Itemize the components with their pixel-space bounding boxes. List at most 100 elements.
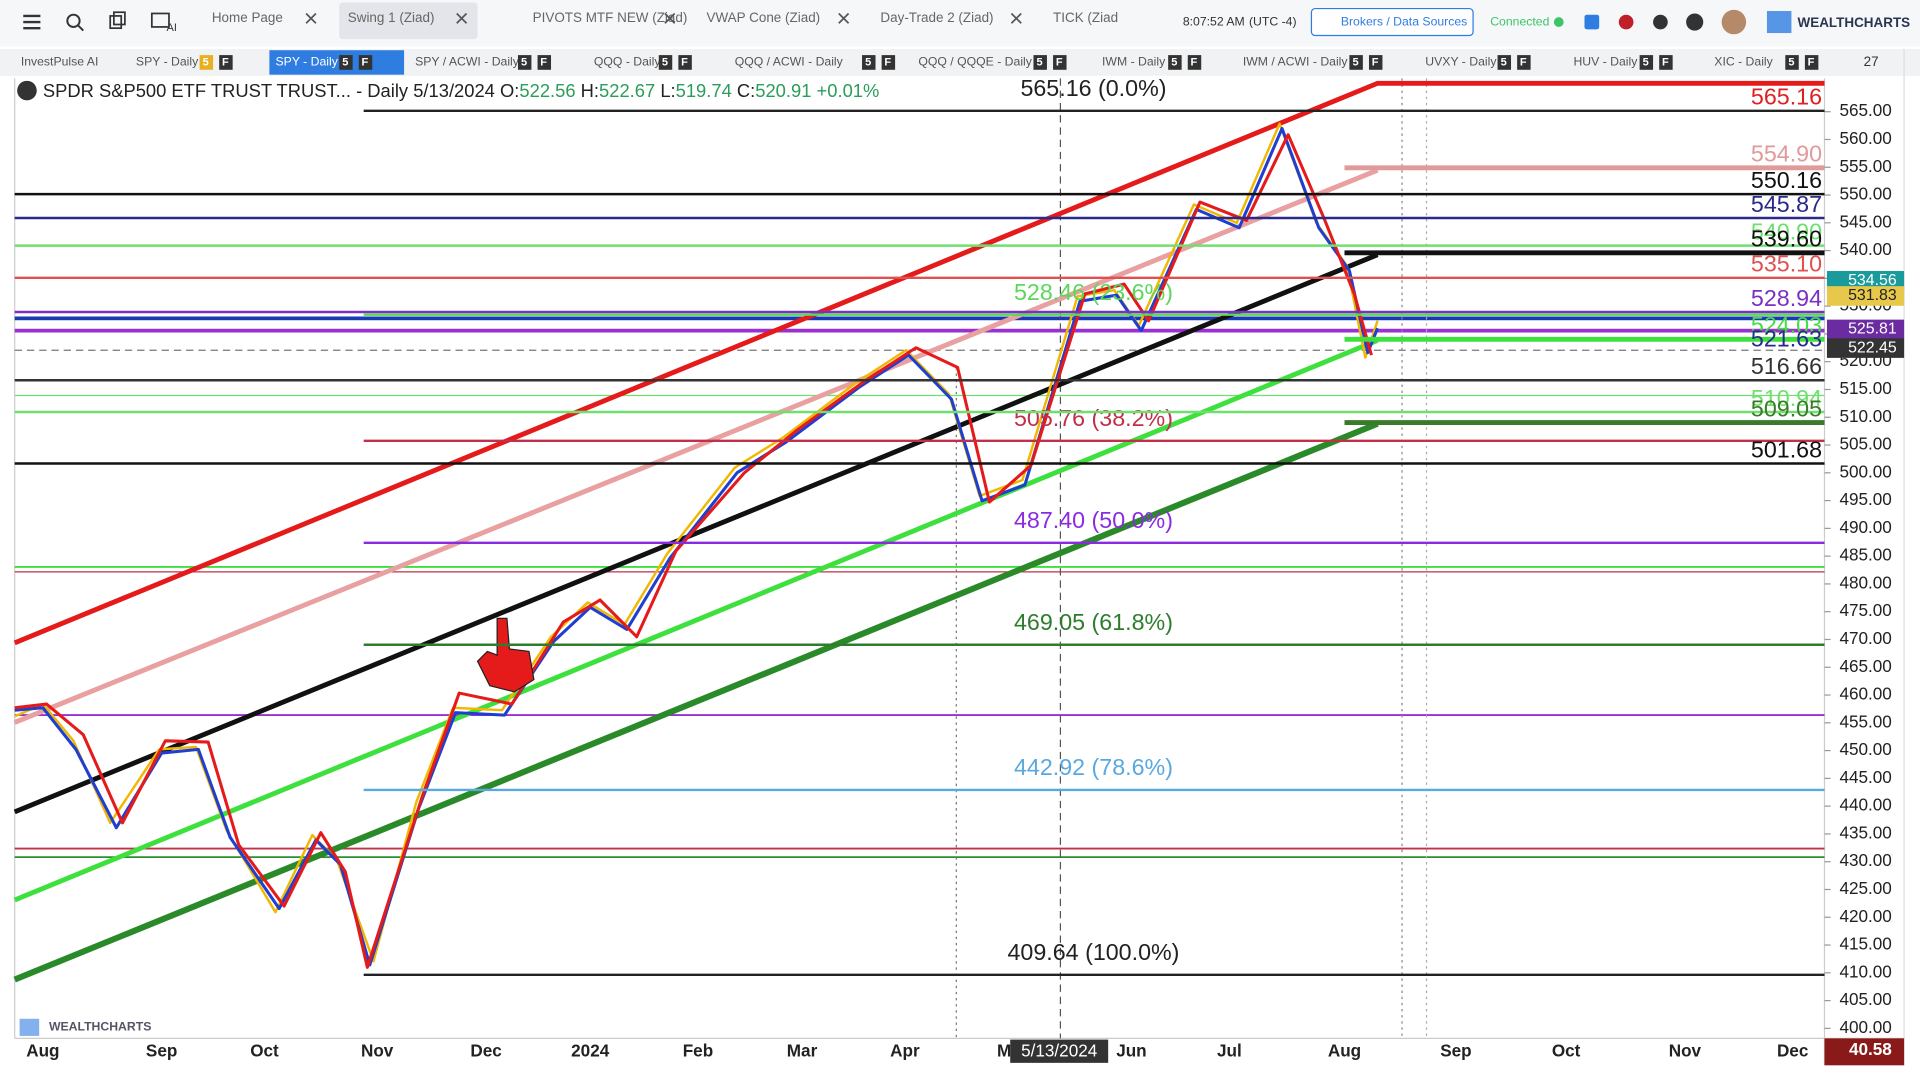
ohlc-value: 522.56 <box>519 80 575 101</box>
ohlc-value: 519.74 <box>676 80 732 101</box>
x-tick-label: Apr <box>890 1040 920 1060</box>
y-tick-label: 545.00 <box>1839 211 1891 231</box>
tab-close[interactable] <box>305 12 317 24</box>
chart-tab[interactable]: SPY - Daily <box>276 55 339 69</box>
y-tick-label: 555.00 <box>1839 156 1891 176</box>
y-tick-label: 560.00 <box>1839 128 1891 148</box>
more-tabs[interactable]: 27 <box>1864 54 1879 69</box>
y-tick-label: 430.00 <box>1839 850 1891 870</box>
tab-close[interactable] <box>838 12 850 24</box>
level-label: 540.90 <box>1751 218 1822 244</box>
y-tick-label: 565.00 <box>1839 100 1891 120</box>
chart-tab[interactable]: UVXY - Daily <box>1425 55 1497 69</box>
fib-label: 442.92 (78.6%) <box>1014 754 1173 780</box>
alerts-icon[interactable] <box>1618 14 1634 30</box>
tab[interactable]: Day-Trade 2 (Ziad) <box>880 10 993 25</box>
y-tick-label: 455.00 <box>1839 711 1891 731</box>
y-tick-label: 440.00 <box>1839 795 1891 815</box>
chart-tab[interactable]: SPY - Daily <box>136 55 199 69</box>
chart-tab[interactable]: InvestPulse AI <box>21 55 99 69</box>
help-icon[interactable] <box>1686 13 1704 31</box>
tab-badge: F <box>681 56 688 68</box>
y-tick-label: 510.00 <box>1839 406 1891 426</box>
axis-badge <box>1826 338 1905 358</box>
x-tick-label: Feb <box>683 1040 713 1060</box>
search-icon[interactable] <box>66 13 84 32</box>
settings-icon[interactable] <box>1653 14 1668 30</box>
y-tick-label: 490.00 <box>1839 517 1891 537</box>
tab-badge: F <box>1520 56 1527 68</box>
level-label: 521.63 <box>1751 326 1822 352</box>
chart-tab[interactable]: IWM - Daily <box>1102 55 1166 69</box>
x-tick-label: Oct <box>1552 1040 1581 1060</box>
fib-label: 528.46 (23.6%) <box>1014 279 1173 305</box>
ai-label: AI <box>167 22 177 34</box>
level-label: 554.90 <box>1751 141 1822 167</box>
tab-badge-bg <box>1033 55 1047 70</box>
tab[interactable]: Home Page <box>212 10 283 25</box>
y-tick-label: 485.00 <box>1839 545 1891 565</box>
tab-badge: 5 <box>1501 56 1507 68</box>
tab-badge-bg <box>199 55 214 70</box>
ohlc-label: C: <box>737 80 755 101</box>
active-tab-bg <box>339 2 478 40</box>
level-label: 550.16 <box>1751 167 1822 193</box>
tab-close[interactable] <box>664 12 676 24</box>
chart-tab[interactable]: XIC - Daily <box>1714 55 1773 69</box>
ohlc-value: 520.91 <box>755 80 811 101</box>
unlabeled-levels <box>14 316 1825 859</box>
tab-badge: F <box>884 56 891 68</box>
save-icon[interactable] <box>1584 14 1600 30</box>
axis-badge-label: 534.56 <box>1848 272 1897 289</box>
ohlc-label: O: <box>500 80 519 101</box>
chart-tab[interactable]: SPY / ACWI - Daily <box>415 55 520 69</box>
chart-tab[interactable]: HUV - Daily <box>1573 55 1638 69</box>
tab-badge: F <box>362 56 369 68</box>
tab-badge: F <box>222 56 229 68</box>
brokers-label[interactable]: Brokers / Data Sources <box>1341 14 1467 28</box>
chart-tab[interactable]: IWM / ACWI - Daily <box>1243 55 1349 69</box>
axis-badge <box>1826 271 1905 291</box>
brokers-button[interactable] <box>1310 7 1474 37</box>
fib-label: 469.05 (61.8%) <box>1014 609 1173 635</box>
bar-date: 5/13/2024 <box>413 80 495 101</box>
x-tick-label: Nov <box>1669 1040 1702 1060</box>
x-tick-label: Nov <box>361 1040 394 1060</box>
tab[interactable]: Swing 1 (Ziad) <box>348 10 435 25</box>
tab-close[interactable] <box>456 12 468 24</box>
tab[interactable]: PIVOTS MTF NEW (Ziad) <box>533 10 688 25</box>
tab[interactable]: TICK (Ziad <box>1053 10 1118 25</box>
indicator-badge: 40.58 <box>1849 1039 1892 1059</box>
top-bar <box>0 0 1920 47</box>
tab-badge-bg <box>358 55 373 70</box>
active-chart-tab-bg <box>269 50 405 75</box>
chart-tab[interactable]: QQQ - Daily <box>594 55 661 69</box>
menu-icon[interactable] <box>23 14 41 30</box>
x-tick-label: Dec <box>1777 1040 1809 1060</box>
tab-badge-bg <box>1349 55 1363 70</box>
y-tick-label: 450.00 <box>1839 739 1891 759</box>
tab[interactable]: VWAP Cone (Ziad) <box>707 10 821 25</box>
trend-channel <box>13 80 1825 983</box>
x-tick-label: Aug <box>26 1040 59 1060</box>
tab-badge: F <box>1191 56 1198 68</box>
layout-icon[interactable] <box>109 11 126 30</box>
tab-badge-bg <box>678 55 692 70</box>
ohlc-value: 522.67 <box>599 80 655 101</box>
tab-badge-bg <box>862 55 876 70</box>
ai-icon[interactable] <box>150 12 170 28</box>
tab-close[interactable] <box>1010 12 1022 24</box>
chart-tab[interactable]: QQQ / ACWI - Daily <box>735 55 844 69</box>
level-label: 510.94 <box>1751 385 1822 411</box>
cursor-date: 5/13/2024 <box>1021 1040 1098 1060</box>
avatar[interactable] <box>1721 9 1747 35</box>
chart-tab[interactable]: QQQ / QQQE - Daily <box>918 55 1032 69</box>
cursor-date-bg <box>1010 1039 1109 1063</box>
symbol-icon <box>17 80 37 101</box>
level-label: 545.87 <box>1751 191 1822 217</box>
tab-badge: 5 <box>662 56 668 68</box>
level-label: 539.60 <box>1751 226 1822 252</box>
level-label: 516.66 <box>1751 353 1822 379</box>
symbol: SPDR S&P500 ETF TRUST TRUST... <box>43 80 351 101</box>
status-dot <box>1553 17 1564 27</box>
